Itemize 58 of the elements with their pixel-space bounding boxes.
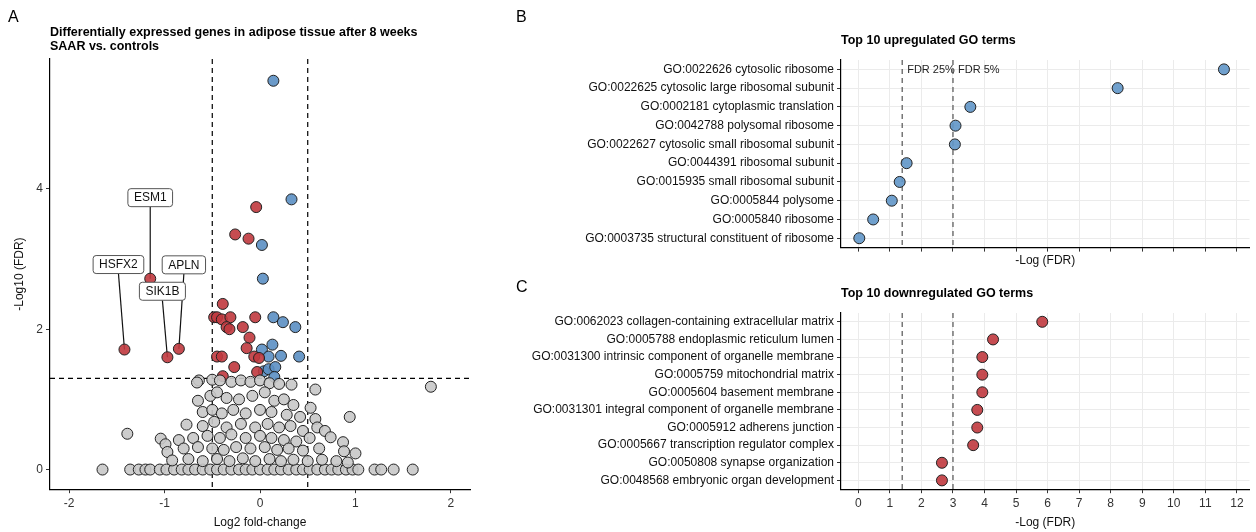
x-tick-label: 1 [352, 495, 360, 510]
chart-title: Top 10 upregulated GO terms [841, 33, 1016, 47]
ref-line-label: FDR 5% [957, 63, 1000, 76]
x-tick-label: 2 [918, 495, 926, 510]
y-tick-label: GO:0044391 ribosomal subunit [667, 155, 835, 170]
y-tick-label: GO:0005840 ribosome [712, 211, 835, 226]
annotation: HSFX2 [99, 257, 139, 272]
y-tick-label: GO:0005844 polysome [710, 193, 835, 208]
y-tick-label: GO:0031300 intrinsic component of organelle membrane [531, 349, 835, 364]
x-tick-label: 2 [447, 495, 455, 510]
x-tick-label: 0 [256, 495, 264, 510]
y-tick-label: GO:0022625 cytosolic large ribosomal subunit [588, 80, 835, 95]
x-tick-label: 3 [949, 495, 957, 510]
x-tick-label: 10 [1167, 495, 1181, 510]
chart-title: Differentially expressed genes in adipose tissue after 8 weeks [50, 25, 418, 39]
ref-line-label: FDR 25% [907, 63, 956, 76]
y-tick-label: GO:0062023 collagen-containing extracellular matrix [554, 314, 834, 329]
y-tick-label: GO:0048568 embryonic organ development [600, 472, 835, 487]
y-tick-label: GO:0022626 cytosolic ribosome [663, 61, 835, 76]
x-tick-label: -2 [63, 495, 75, 510]
x-tick-label: 6 [1044, 495, 1052, 510]
annotation: ESM1 [133, 190, 167, 205]
y-tick-label: GO:0005604 basement membrane [648, 384, 835, 399]
x-tick-label: 11 [1199, 495, 1212, 510]
x-axis-title: -Log (FDR) [1015, 515, 1076, 530]
chart-subtitle: SAAR vs. controls [50, 39, 160, 53]
y-tick-label: GO:0031301 integral component of organelle membrane [533, 402, 835, 417]
y-tick-label: GO:0042788 polysomal ribosome [655, 117, 835, 132]
y-tick-label: GO:0005759 mitochondrial matrix [654, 366, 834, 381]
y-tick-label: GO:0015935 small ribosomal subunit [636, 174, 835, 189]
text: C [516, 278, 528, 296]
y-tick-label: GO:0022627 cytosolic small ribosomal subunit [587, 136, 835, 151]
x-axis-title: Log2 fold-change [213, 515, 307, 530]
annotation: SIK1B [145, 284, 180, 299]
y-tick-label: GO:0002181 cytoplasmic translation [640, 99, 834, 114]
text: A [8, 8, 19, 26]
annotation: APLN [168, 257, 200, 272]
chart-title: Top 10 downregulated GO terms [841, 286, 1034, 300]
y-tick-label: GO:0003735 structural constituent of ribosome [585, 230, 835, 245]
x-axis-title: -Log (FDR) [1015, 253, 1076, 268]
y-tick-label: GO:0050808 synapse organization [648, 455, 834, 470]
y-tick-label: GO:0005788 endoplasmic reticulum lumen [606, 331, 834, 346]
x-tick-label: 7 [1075, 495, 1083, 510]
y-tick-label: GO:0005667 transcription regulator complex [597, 437, 834, 452]
x-tick-label: 1 [886, 495, 894, 510]
y-tick-label: 4 [36, 181, 44, 196]
x-tick-label: 12 [1230, 495, 1244, 510]
y-tick-label: 0 [36, 461, 44, 476]
x-tick-label: 8 [1107, 495, 1115, 510]
x-tick-label: 5 [1012, 495, 1020, 510]
y-tick-label: GO:0005912 adherens junction [667, 419, 834, 434]
text: B [516, 8, 527, 26]
x-tick-label: 9 [1138, 495, 1146, 510]
x-tick-label: 0 [855, 495, 863, 510]
x-tick-label: 4 [981, 495, 989, 510]
y-tick-label: 2 [36, 321, 44, 336]
x-tick-label: -1 [159, 495, 171, 510]
y-axis-title: -Log10 (FDR) [11, 237, 26, 311]
